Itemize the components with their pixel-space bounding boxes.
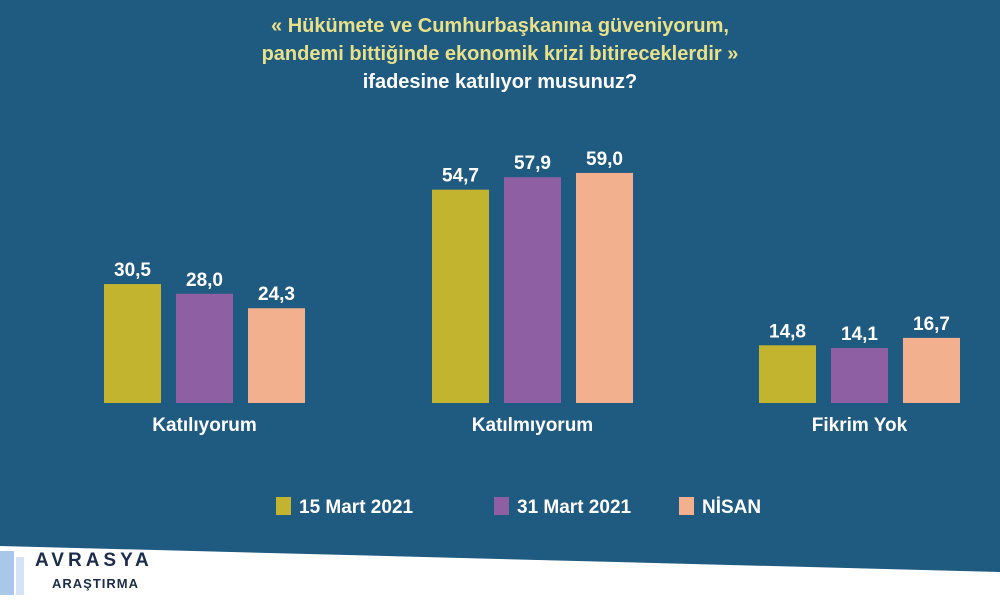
category-label: Katılıyorum <box>152 415 257 436</box>
category-label: Katılmıyorum <box>472 415 593 436</box>
data-label: 54,7 <box>442 166 479 187</box>
data-label: 59,0 <box>586 149 623 170</box>
data-label: 28,0 <box>186 270 223 291</box>
category-label: Fikrim Yok <box>812 415 908 436</box>
title-line-2: pandemi bittiğinde ekonomik krizi bitire… <box>261 43 739 65</box>
bar <box>576 172 633 403</box>
bar <box>759 345 816 403</box>
title-line-1: « Hükümete ve Cumhurbaşkanına güveniyoru… <box>271 15 729 37</box>
bar <box>176 293 233 403</box>
chart-title: « Hükümete ve Cumhurbaşkanına güveniyoru… <box>0 12 1000 96</box>
data-label: 57,9 <box>514 153 551 174</box>
logo-mark <box>0 551 14 595</box>
legend-swatch <box>494 497 509 515</box>
logo-subtitle: ARAŞTIRMA <box>52 576 139 591</box>
legend-label: NİSAN <box>702 497 761 518</box>
data-label: 14,1 <box>841 324 878 345</box>
bar <box>248 308 305 403</box>
bar <box>432 189 489 403</box>
bar <box>104 284 161 403</box>
legend-swatch <box>276 497 291 515</box>
bar <box>831 348 888 403</box>
logo-mark-secondary <box>16 557 24 595</box>
data-label: 30,5 <box>114 260 151 281</box>
data-label: 24,3 <box>258 284 295 305</box>
title-line-3: ifadesine katılıyor musunuz? <box>362 71 638 93</box>
legend-swatch <box>679 497 694 515</box>
legend-label: 15 Mart 2021 <box>299 497 414 518</box>
data-label: 14,8 <box>769 321 806 342</box>
avrasya-logo: AVRASYA ARAŞTIRMA <box>0 545 200 600</box>
bar <box>903 337 960 403</box>
data-label: 16,7 <box>913 314 950 335</box>
legend-label: 31 Mart 2021 <box>517 497 632 518</box>
logo-name: AVRASYA <box>35 550 153 571</box>
bar <box>504 177 561 403</box>
